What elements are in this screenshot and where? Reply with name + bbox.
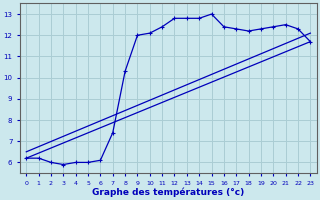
X-axis label: Graphe des températures (°c): Graphe des températures (°c) <box>92 187 244 197</box>
